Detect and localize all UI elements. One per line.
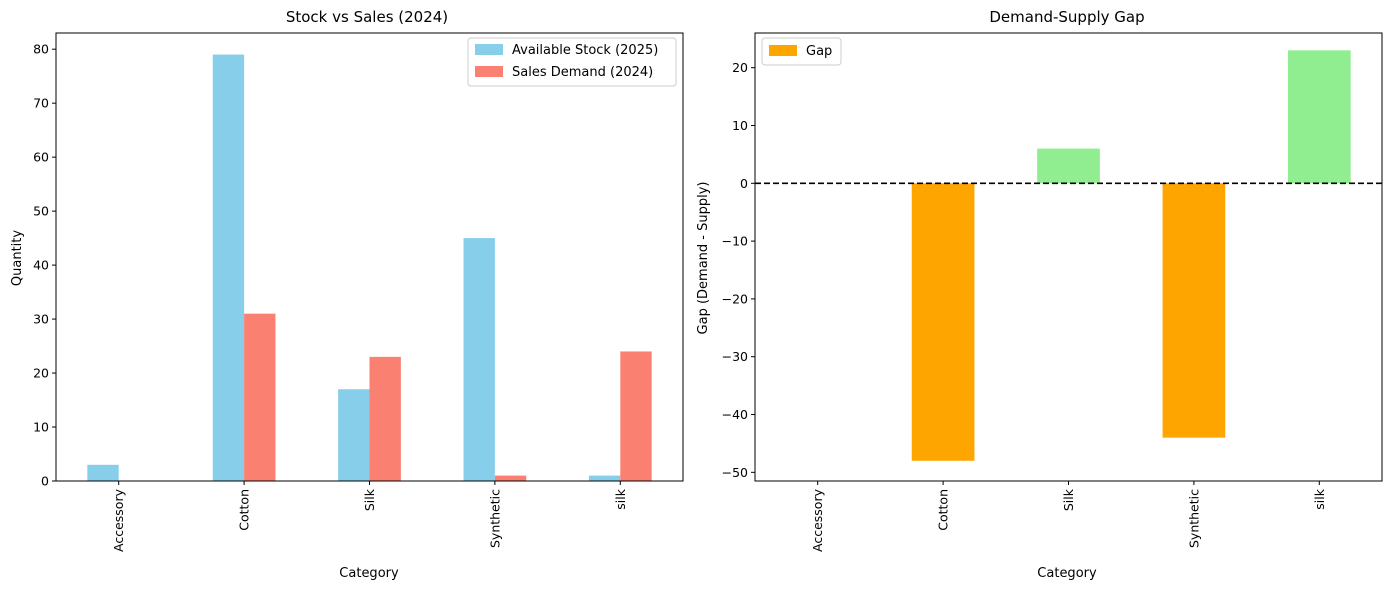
x-tick-label: Accessory: [810, 488, 825, 552]
ticks-group: Accessory Cotton Silk Synthetic silk −50 −40 −3…: [722, 60, 1327, 552]
x-axis-label: Category: [1037, 566, 1097, 581]
legend-box: [467, 37, 677, 87]
x-tick-label: Synthetic: [1186, 489, 1201, 548]
bars-group: [911, 50, 1351, 461]
demand-supply-gap-chart: Demand-Supply Gap Gap (Demand - Supply) …: [696, 8, 1383, 581]
bar-silk-series-0: [338, 389, 370, 481]
y-tick-label: 30: [33, 312, 49, 327]
legend: Gap: [761, 37, 842, 66]
y-tick-label: 20: [732, 60, 748, 75]
plot-area-frame: [754, 32, 1383, 482]
bar-cotton-gap: [911, 183, 975, 461]
y-tick-label: −10: [722, 234, 748, 249]
legend-label-gap: Gap: [806, 44, 832, 59]
x-tick-label: Silk: [362, 488, 377, 511]
x-tick-label: Synthetic: [487, 489, 502, 548]
y-tick-label: −40: [722, 407, 748, 422]
y-tick-label: 10: [33, 420, 49, 435]
y-tick-label: 40: [33, 258, 49, 273]
y-tick-label: −20: [722, 291, 748, 306]
y-tick-label: 50: [33, 204, 49, 219]
bar-cotton-series-0: [212, 54, 245, 481]
legend-box: [761, 37, 842, 66]
bar-silk-series-1: [369, 356, 401, 481]
legend-swatch-sales: [475, 66, 503, 77]
legend-swatch-stock: [475, 44, 503, 55]
legend-swatch-gap: [769, 45, 797, 56]
y-tick-label: −50: [722, 465, 748, 480]
x-tick-label: Silk: [1061, 488, 1076, 511]
legend-label-stock: Available Stock (2025): [512, 43, 658, 58]
y-tick-label: 70: [33, 96, 49, 111]
x-tick-label: Accessory: [111, 488, 126, 552]
stock-vs-sales-chart: Stock vs Sales (2024) Quantity Category …: [10, 8, 684, 581]
x-tick-label: silk: [1312, 488, 1327, 509]
bar-silk-series-0: [588, 475, 621, 481]
y-tick-label: 0: [41, 474, 49, 489]
chart-title: Demand-Supply Gap: [989, 8, 1144, 26]
x-tick-label: silk: [613, 488, 628, 509]
bar-accessory-series-0: [87, 464, 119, 481]
x-tick-label: Cotton: [936, 489, 951, 531]
y-tick-label: 10: [732, 118, 748, 133]
plot-area-frame: [55, 32, 684, 482]
y-axis-label: Quantity: [10, 230, 25, 286]
bars-group: [87, 54, 652, 481]
x-axis-label: Category: [339, 566, 399, 581]
y-tick-label: 80: [33, 42, 49, 57]
y-tick-label: 60: [33, 150, 49, 165]
y-axis-label: Gap (Demand - Supply): [696, 182, 711, 335]
y-tick-label: 20: [33, 366, 49, 381]
legend: Available Stock (2025) Sales Demand (202…: [467, 37, 677, 87]
chart-title: Stock vs Sales (2024): [286, 8, 448, 26]
bar-silk-gap: [1287, 50, 1351, 184]
bar-synthetic-series-1: [494, 475, 527, 481]
legend-label-sales: Sales Demand (2024): [512, 65, 653, 80]
y-tick-label: 0: [740, 176, 748, 191]
bar-synthetic-series-0: [463, 238, 495, 481]
x-tick-label: Cotton: [237, 489, 252, 531]
bar-silk-series-1: [620, 351, 652, 481]
bar-silk-gap: [1037, 148, 1100, 184]
y-tick-label: −30: [722, 349, 748, 364]
bar-cotton-series-1: [244, 313, 276, 481]
ticks-group: Accessory Cotton Silk Synthetic silk 0 10 20 30 4…: [33, 42, 628, 552]
bar-synthetic-gap: [1162, 183, 1226, 438]
